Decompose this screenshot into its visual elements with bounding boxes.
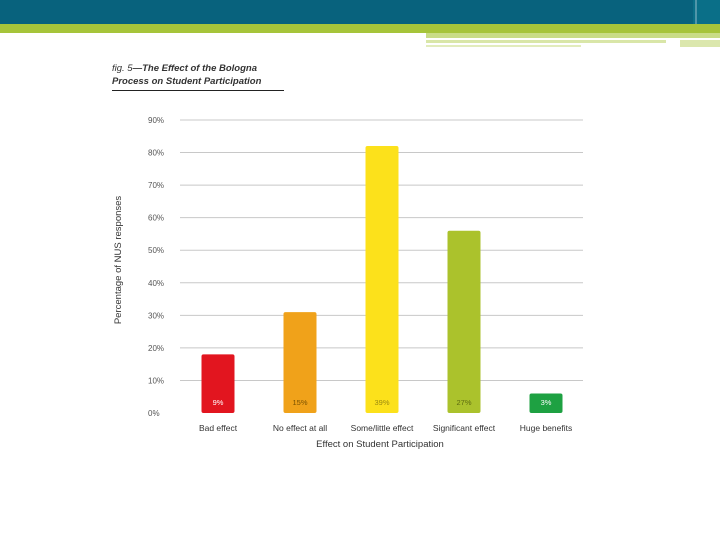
category-label: Significant effect [433,423,496,433]
y-tick-label: 40% [148,279,164,288]
header-bar [0,0,720,24]
y-axis-ticks: 0% 10% 20% 30% 40% 50% 60% 70% 80% 90% [148,116,164,418]
y-tick-label: 50% [148,246,164,255]
category-label: Bad effect [199,423,238,433]
y-tick-label: 70% [148,181,164,190]
data-label: 9% [213,398,224,407]
y-tick-label: 60% [148,214,164,223]
figure-title: fig. 5—The Effect of the Bologna Process… [112,62,284,91]
data-label: 39% [374,398,389,407]
bar [529,393,563,413]
accent-stripe [680,40,720,47]
x-axis-categories: Bad effect No effect at all Some/little ef… [199,423,572,433]
category-label: No effect at all [273,423,327,433]
header-divider [695,0,697,24]
figure-title-text: —The Effect of the Bologna Process on St… [112,63,262,87]
accent-band [0,24,720,33]
header-bar-accent [693,0,720,24]
bar [365,146,399,414]
bar [283,312,317,413]
y-tick-label: 80% [148,149,164,158]
accent-stripe [426,45,581,47]
data-label: 15% [292,398,307,407]
bar [201,354,235,413]
y-tick-label: 30% [148,311,164,320]
x-axis-title: Effect on Student Participation [316,439,444,450]
y-tick-label: 10% [148,376,164,385]
data-labels: 9% 15% 39% 27% 3% [213,398,552,407]
accent-stripe [426,33,720,38]
figure-label: fig. 5 [112,63,133,74]
bar [447,230,481,413]
accent-stripe [426,40,666,43]
y-tick-label: 90% [148,116,164,125]
y-tick-label: 20% [148,344,164,353]
y-axis-title: Percentage of NUS responses [113,196,124,325]
category-label: Some/little effect [351,423,414,433]
category-label: Huge benefits [520,423,572,433]
y-tick-label: 0% [148,409,160,418]
bars [201,146,563,414]
data-label: 27% [456,398,471,407]
data-label: 3% [541,398,552,407]
